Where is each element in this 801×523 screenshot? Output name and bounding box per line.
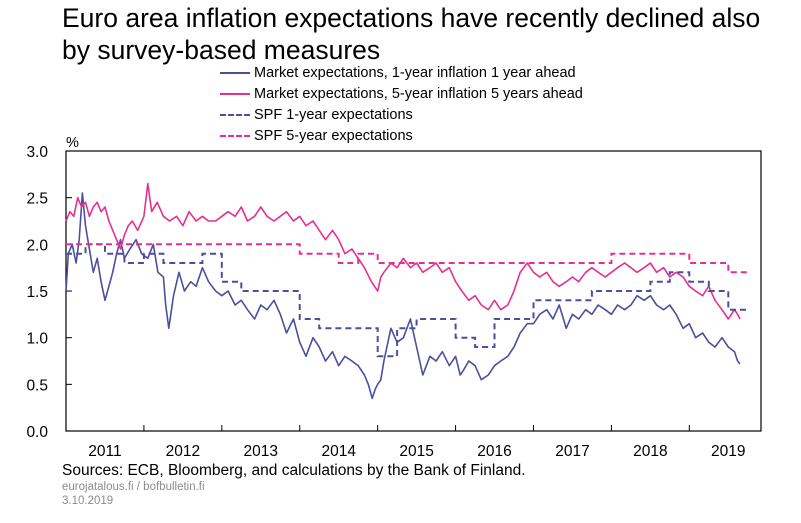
x-tick-label-8: 2019 [711, 443, 745, 460]
x-tick-label-6: 2017 [555, 443, 589, 460]
legend-label-market-5y: Market expectations, 5-year inflation 5 … [254, 85, 583, 102]
series-spf-1y-line [66, 243, 748, 358]
legend-label-spf-5y: SPF 5-year expectations [254, 127, 413, 144]
legend-swatch-market-5y [220, 92, 250, 95]
legend: Market expectations, 1-year inflation 1 … [220, 62, 583, 146]
legend-item-spf-5y: SPF 5-year expectations [220, 125, 583, 146]
publication-date: 3.10.2019 [62, 495, 114, 507]
x-tick-label-7: 2018 [633, 443, 667, 460]
source-note: Sources: ECB, Bloomberg, and calculation… [62, 462, 526, 479]
y-tick-label-1: 0.5 [26, 377, 48, 394]
plot: 0.0 0.5 1.0 1.5 2.0 2.5 3.0 2011 2012 2013 2014 201… [26, 144, 762, 460]
y-tick-label-5: 2.5 [26, 191, 48, 208]
plot-frame [65, 150, 762, 432]
x-tick-label-2: 2013 [244, 443, 278, 460]
legend-item-spf-1y: SPF 1-year expectations [220, 104, 583, 125]
legend-swatch-market-1y [220, 71, 250, 74]
footer: Sources: ECB, Bloomberg, and calculation… [62, 462, 526, 508]
legend-label-spf-1y: SPF 1-year expectations [254, 106, 413, 123]
x-tick-label-3: 2014 [321, 443, 356, 460]
series-spf-5y-line [66, 243, 748, 274]
y-tick-label-0: 0.0 [26, 424, 48, 441]
legend-label-market-1y: Market expectations, 1-year inflation 1 … [254, 64, 576, 81]
x-tick-label-0: 2011 [88, 443, 121, 460]
y-tick-label-2: 1.0 [26, 331, 48, 348]
legend-swatch-spf-5y [220, 134, 250, 137]
y-tick-label-6: 3.0 [26, 144, 48, 161]
legend-item-market-5y: Market expectations, 5-year inflation 5 … [220, 83, 583, 104]
series-market-5y-line [65, 182, 741, 320]
legend-swatch-spf-1y [220, 113, 250, 116]
y-tick-label-4: 2.0 [26, 237, 48, 254]
chart-title: Euro area inflation expectations have re… [62, 3, 761, 65]
legend-item-market-1y: Market expectations, 1-year inflation 1 … [220, 62, 583, 83]
series-market-1y-line [65, 192, 741, 400]
x-tick-label-5: 2016 [477, 443, 511, 460]
y-axis-unit-label: % [66, 135, 79, 151]
site-credit: eurojatalous.fi / bofbulletin.fi [62, 481, 205, 493]
x-tick-label-4: 2015 [399, 443, 433, 460]
y-tick-label-3: 1.5 [26, 284, 48, 301]
x-tick-label-1: 2012 [166, 443, 200, 460]
